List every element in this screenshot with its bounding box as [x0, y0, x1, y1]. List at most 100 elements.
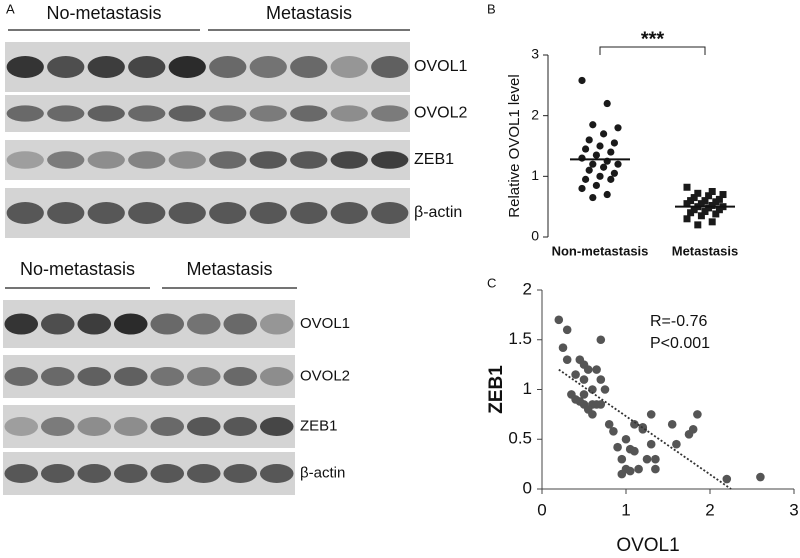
data-point — [579, 375, 589, 384]
data-point — [617, 469, 627, 479]
data-point — [708, 188, 716, 195]
group-label: Metastasis — [186, 259, 272, 279]
data-point — [694, 221, 702, 229]
y-tick-label: 0.5 — [508, 429, 532, 448]
blot-band — [4, 367, 39, 386]
blot-band — [186, 367, 221, 386]
blot-band — [371, 202, 409, 224]
blot-band — [209, 56, 247, 78]
blot-band — [113, 417, 148, 436]
blot-band — [168, 105, 206, 122]
data-point — [600, 163, 608, 171]
data-point — [617, 454, 627, 464]
data-point — [646, 439, 656, 449]
y-tick-label: 0 — [523, 478, 532, 497]
data-point — [596, 142, 604, 150]
trend-line — [558, 368, 732, 490]
blot-band — [77, 417, 112, 436]
data-point — [571, 370, 580, 379]
protein-label: OVOL2 — [300, 367, 350, 384]
data-point — [651, 464, 660, 474]
data-point — [708, 201, 716, 209]
x-tick-label: Non-metastasis — [552, 243, 649, 258]
data-point — [715, 206, 723, 214]
blot-band — [47, 56, 85, 78]
blot-band — [4, 417, 39, 436]
stat-annotation: P<0.001 — [650, 335, 710, 352]
y-tick-label: 3 — [531, 46, 539, 62]
panel-label: C — [487, 275, 496, 290]
data-point — [589, 160, 597, 168]
blot-band — [209, 202, 247, 224]
blot-band — [77, 367, 112, 386]
y-axis-label: ZEB1 — [486, 365, 507, 414]
data-point — [588, 385, 597, 394]
blot-band — [249, 202, 287, 224]
blot-band — [40, 417, 75, 436]
data-point — [562, 355, 572, 364]
blot-band — [113, 313, 148, 335]
data-point — [610, 139, 619, 147]
significance-label: *** — [641, 28, 665, 50]
blot-band — [330, 151, 368, 169]
data-point — [582, 145, 590, 153]
data-point — [683, 200, 691, 208]
y-tick-label: 1.5 — [508, 329, 532, 348]
data-point — [603, 99, 611, 108]
y-tick-label: 1 — [531, 167, 539, 183]
data-point — [690, 206, 698, 214]
blot-band — [223, 367, 258, 386]
data-point — [589, 193, 597, 202]
protein-label: β-actin — [414, 204, 462, 221]
data-point — [613, 442, 622, 452]
blot-band — [87, 202, 125, 224]
group-label: No-metastasis — [46, 3, 161, 23]
data-point — [571, 395, 580, 404]
blot-band — [223, 313, 258, 335]
data-point — [712, 210, 720, 218]
blot-band — [330, 56, 368, 78]
data-point — [701, 208, 709, 216]
data-point — [596, 335, 606, 345]
data-point — [697, 212, 705, 220]
data-point — [578, 184, 586, 193]
blot-band — [128, 105, 166, 122]
data-point — [592, 365, 601, 374]
blot-band — [186, 464, 221, 483]
x-tick-label: 3 — [789, 500, 798, 519]
x-tick-label: 2 — [705, 500, 714, 519]
data-point — [705, 192, 713, 200]
blot-band — [87, 56, 125, 78]
blot-band — [209, 105, 247, 122]
x-axis-label: OVOL1 — [616, 535, 679, 556]
blot-band — [259, 367, 294, 386]
data-point — [554, 315, 564, 325]
data-point — [694, 189, 702, 197]
data-point — [693, 410, 702, 419]
blot-band — [371, 105, 409, 122]
data-point — [683, 183, 691, 191]
blot-band — [259, 417, 294, 436]
blot-band — [150, 367, 185, 386]
data-point — [667, 420, 677, 429]
protein-label: OVOL1 — [300, 315, 350, 332]
blot-band — [223, 417, 258, 436]
blot-band — [40, 367, 75, 386]
blot-band — [128, 151, 166, 169]
blot-band — [6, 56, 44, 78]
data-point — [634, 464, 643, 474]
data-point — [719, 191, 727, 199]
data-point — [582, 175, 590, 183]
data-point — [722, 474, 732, 484]
blot-band — [6, 202, 44, 224]
data-point — [687, 197, 695, 205]
blot-band — [150, 417, 185, 436]
blot-band — [290, 202, 328, 224]
panel-label: B — [487, 1, 496, 16]
data-point — [614, 160, 622, 168]
data-point — [578, 154, 586, 162]
data-point — [607, 175, 615, 183]
data-point — [688, 425, 698, 434]
y-tick-label: 2 — [531, 106, 539, 122]
data-point — [683, 215, 691, 223]
